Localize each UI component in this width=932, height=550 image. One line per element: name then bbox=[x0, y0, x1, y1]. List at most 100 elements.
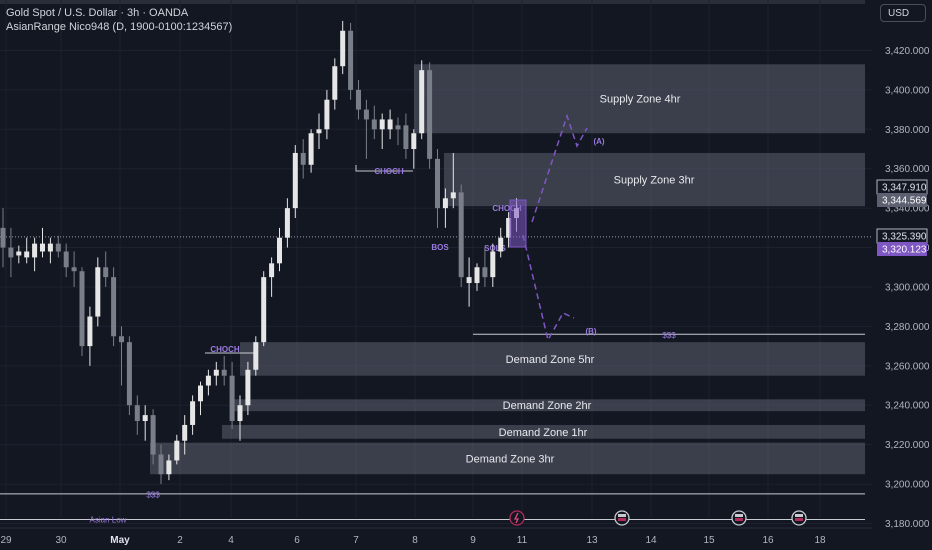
price-tick-label: 3,380.000 bbox=[885, 125, 930, 136]
economic-flag-icon[interactable] bbox=[614, 510, 630, 526]
candle bbox=[395, 117, 401, 146]
candle bbox=[237, 395, 243, 441]
candle bbox=[63, 243, 69, 278]
candle bbox=[348, 22, 354, 100]
candle bbox=[126, 336, 132, 416]
zone-rect bbox=[240, 342, 865, 376]
projection-path-b bbox=[522, 234, 575, 343]
zone-label: Supply Zone 4hr bbox=[600, 94, 681, 106]
candle bbox=[71, 251, 77, 287]
projection-path-a bbox=[531, 113, 588, 223]
time-tick-label: 2 bbox=[177, 535, 183, 546]
economic-flag-icon[interactable] bbox=[731, 510, 747, 526]
price-axis bbox=[872, 0, 932, 550]
candle-body bbox=[371, 119, 377, 130]
candle-body bbox=[435, 158, 440, 209]
flag-stripe bbox=[618, 518, 626, 521]
flag-stripe bbox=[735, 518, 743, 521]
candle-body bbox=[458, 192, 464, 278]
candle bbox=[119, 326, 124, 386]
candle-body bbox=[498, 237, 504, 252]
candle bbox=[134, 395, 140, 435]
indicator-label[interactable]: AsianRange Nico948 (D, 1900-0100:1234567… bbox=[6, 21, 233, 33]
candle bbox=[79, 267, 85, 356]
candle bbox=[190, 395, 196, 435]
candle-body bbox=[237, 405, 243, 422]
candle-body bbox=[348, 30, 354, 90]
choch-line bbox=[355, 165, 413, 172]
candle-body bbox=[332, 66, 338, 100]
zone-label: Demand Zone 3hr bbox=[466, 453, 555, 465]
candle bbox=[277, 227, 282, 272]
candle bbox=[387, 109, 393, 140]
candle-body bbox=[142, 415, 148, 422]
candle-body bbox=[213, 369, 219, 376]
candle bbox=[166, 454, 172, 481]
candle-body bbox=[356, 89, 361, 110]
flag-stripe bbox=[618, 514, 626, 517]
earnings-flash-icon[interactable] bbox=[509, 510, 525, 526]
candle bbox=[371, 105, 377, 140]
symbol-title[interactable]: Gold Spot / U.S. Dollar · 3h · OANDA bbox=[6, 7, 189, 19]
zone-rect bbox=[222, 424, 865, 439]
flag-stripe bbox=[735, 514, 743, 517]
annotation-label: (B) bbox=[585, 327, 596, 336]
price-tick-label: 3,220.000 bbox=[885, 440, 930, 451]
chart-header: Gold Spot / U.S. Dollar · 3h · OANDA Asi… bbox=[6, 6, 232, 34]
time-tick-label: May bbox=[110, 535, 130, 546]
time-tick-label: 13 bbox=[586, 535, 598, 546]
candle-body bbox=[395, 125, 401, 130]
candle bbox=[0, 208, 6, 268]
time-tick-label: 9 bbox=[470, 535, 476, 546]
candle bbox=[158, 444, 164, 485]
candle-body bbox=[111, 277, 117, 337]
price-tag-purple: 3,320.123 bbox=[882, 245, 927, 256]
price-tick-label: 3,420.000 bbox=[885, 46, 930, 57]
candle bbox=[292, 145, 298, 218]
flash-glyph bbox=[513, 512, 520, 524]
candle bbox=[458, 184, 464, 287]
event-marker-ring bbox=[509, 510, 525, 526]
time-tick-label: 4 bbox=[228, 535, 234, 546]
candle bbox=[213, 361, 219, 386]
candle-body bbox=[506, 217, 512, 238]
candle-body bbox=[47, 243, 53, 252]
economic-flag-icon[interactable] bbox=[791, 510, 807, 526]
price-tag-gray-bg bbox=[877, 193, 927, 207]
candle-body bbox=[198, 385, 203, 402]
candle bbox=[419, 60, 425, 140]
candle-body bbox=[166, 460, 172, 475]
time-tick-label: 6 bbox=[294, 535, 300, 546]
candle bbox=[316, 113, 322, 150]
candle bbox=[261, 271, 267, 347]
candle-body bbox=[340, 30, 346, 67]
candle-body bbox=[190, 401, 196, 425]
candle bbox=[340, 20, 346, 75]
annotation-label: CHOCH bbox=[492, 204, 522, 213]
candle bbox=[221, 355, 227, 386]
candle-body bbox=[324, 99, 330, 130]
candle bbox=[150, 409, 156, 465]
annotation-label: BOS bbox=[431, 243, 449, 252]
currency-button[interactable]: USD bbox=[880, 4, 926, 22]
candle-body bbox=[8, 247, 14, 258]
candle-body bbox=[411, 133, 417, 150]
zone-rect bbox=[233, 399, 865, 412]
candle bbox=[174, 434, 180, 465]
candle bbox=[24, 237, 30, 264]
time-tick-label: 8 bbox=[412, 535, 418, 546]
candle bbox=[40, 227, 45, 258]
candle bbox=[363, 99, 369, 159]
candle bbox=[284, 198, 290, 248]
annotation-label: CHOCH bbox=[210, 345, 240, 354]
candle bbox=[16, 245, 22, 264]
candle bbox=[308, 129, 314, 173]
candle-body bbox=[229, 375, 235, 422]
annotation-label: (A) bbox=[593, 137, 604, 146]
candle-body bbox=[284, 208, 290, 238]
session-label: Asian Low bbox=[90, 516, 127, 525]
annotation-label: SQLS bbox=[484, 244, 506, 253]
candle-body bbox=[95, 267, 101, 317]
time-tick-label: 30 bbox=[55, 535, 67, 546]
